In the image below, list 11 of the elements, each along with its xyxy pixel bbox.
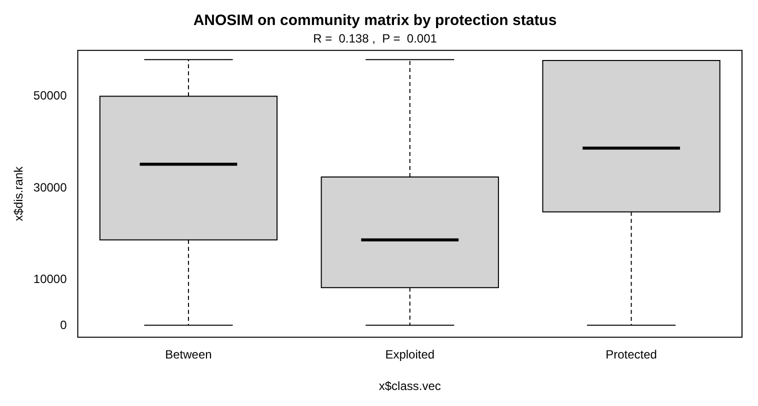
y-axis-title: x$dis.rank — [12, 165, 26, 222]
y-tick-label: 10000 — [33, 272, 68, 286]
chart-subtitle: R = 0.138 , P = 0.001 — [313, 32, 438, 46]
x-tick-label: Protected — [606, 348, 657, 362]
x-axis-title: x$class.vec — [378, 379, 441, 394]
chart-title: ANOSIM on community matrix by protection status — [193, 12, 557, 30]
x-tick-label: Between — [165, 348, 212, 362]
y-tick-label: 50000 — [33, 88, 68, 103]
y-tick-label: 0 — [60, 318, 68, 332]
x-tick-label: Exploited — [385, 348, 435, 362]
y-tick-label: 30000 — [33, 180, 68, 194]
